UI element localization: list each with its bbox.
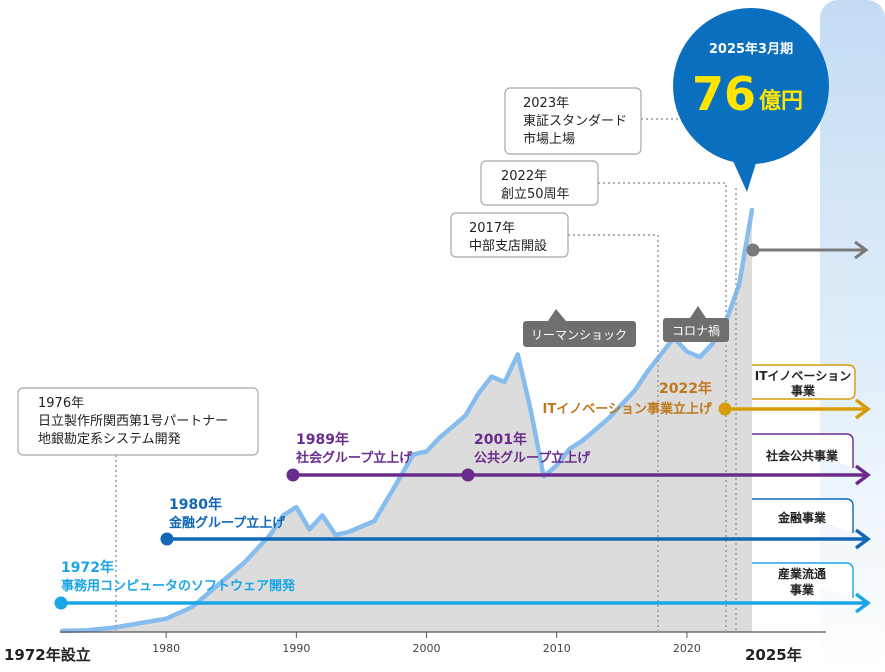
revenue-area: [62, 210, 752, 632]
line-finance-text: 金融グループ立上げ: [168, 515, 286, 531]
line-social: 1989年 社会グループ立上げ 2001年 公共グループ立上げ: [286, 431, 871, 486]
segment-social-line1: 社会公共事業: [765, 448, 839, 463]
x-ticks: 1980 1990 2000 2010 2020: [152, 632, 701, 655]
segment-social: 社会公共事業: [752, 433, 854, 468]
annotation-partner-line3: 地銀勘定系システム開発: [38, 432, 181, 447]
callout-period: 2025年3月期: [709, 41, 793, 57]
line-industrial-year: 1972年: [61, 559, 114, 576]
x-tick-label: 1990: [282, 642, 310, 655]
revenue-line: [59, 207, 755, 634]
line-public-text: 公共グループ立上げ: [474, 450, 591, 466]
leader-chubu: [568, 234, 659, 632]
segment-industrial-line2: 事業: [790, 582, 815, 597]
forward-arrow: [746, 240, 869, 260]
line-social-text: 社会グループ立上げ: [295, 450, 413, 466]
segment-finance-line1: 金融事業: [777, 510, 827, 525]
event-lehman: リーマンショック: [523, 309, 636, 347]
x-tick-label: 2010: [543, 642, 571, 655]
annotation-tse-line3: 市場上場: [523, 131, 575, 147]
callout-value: 76: [692, 67, 756, 121]
annotation-tse-line1: 2023年: [523, 96, 569, 111]
annotation-partner: 1976年 日立製作所関西第1号パートナー 地銀勘定系システム開発: [17, 387, 259, 456]
annotation-tse: 2023年 東証スタンダード 市場上場: [504, 87, 642, 155]
area-layer: [59, 207, 755, 634]
segment-industrial-line1: 産業流通: [778, 566, 826, 581]
segment-it-line1: ITイノベーション: [755, 369, 851, 383]
line-industrial-text: 事務用コンピュータのソフトウェア開発: [61, 578, 296, 594]
line-it-text: ITイノベーション事業立上げ: [543, 401, 713, 417]
line-social-year: 1989年: [296, 431, 349, 448]
line-industrial: 1972年 事務用コンピュータのソフトウェア開発: [54, 559, 871, 614]
x-tick-label: 1980: [152, 642, 180, 655]
event-corona: コロナ禍: [663, 306, 729, 342]
annotation-chubu-line2: 中部支店開設: [469, 238, 547, 254]
event-lehman-label: リーマンショック: [531, 328, 627, 342]
start-label: 1972年設立: [4, 646, 91, 664]
line-finance: 1980年 金融グループ立上げ: [160, 496, 871, 550]
segment-finance: 金融事業: [752, 498, 854, 533]
event-corona-label: コロナ禍: [672, 323, 720, 338]
annotation-partner-line2: 日立製作所関西第1号パートナー: [38, 414, 228, 429]
callout-unit: 億円: [759, 88, 803, 114]
annotation-tse-line2: 東証スタンダード: [523, 113, 627, 129]
end-label: 2025年: [745, 646, 802, 664]
line-finance-year: 1980年: [169, 496, 222, 513]
annotation-fifty-line1: 2022年: [501, 169, 547, 184]
annotation-chubu: 2017年 中部支店開設: [450, 212, 569, 258]
line-public-year: 2001年: [474, 431, 527, 448]
x-tick-label: 2000: [413, 642, 441, 655]
annotation-fifty-line2: 創立50周年: [501, 187, 570, 202]
revenue-callout: 2025年3月期 76 億円: [673, 8, 829, 192]
annotation-partner-line1: 1976年: [38, 396, 84, 411]
segment-it-line2: 事業: [791, 383, 816, 398]
segment-industrial: 産業流通 事業: [752, 562, 854, 598]
x-tick-label: 2020: [673, 642, 701, 655]
line-it: 2022年 ITイノベーション事業立上げ: [543, 380, 871, 420]
annotation-chubu-line1: 2017年: [469, 221, 515, 236]
callout-circle: [673, 8, 829, 164]
segment-it: ITイノベーション 事業: [752, 364, 856, 400]
annotation-fifty: 2022年 創立50周年: [480, 160, 599, 206]
line-it-year: 2022年: [659, 380, 712, 397]
